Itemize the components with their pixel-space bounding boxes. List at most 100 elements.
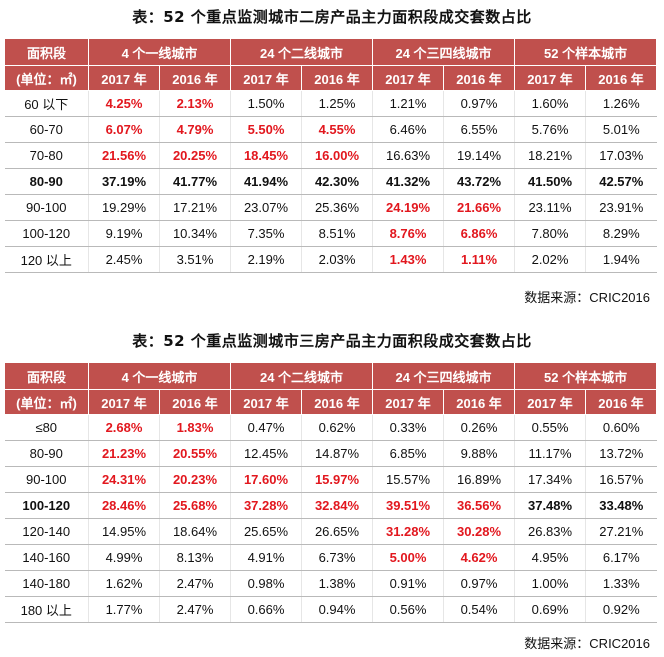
table-row: 80-90 21.23% 20.55% 12.45% 14.87% 6.85% 9.88% 1… — [4, 440, 657, 467]
table-cell: 0.92% — [585, 596, 657, 623]
table-cell: 16.57% — [585, 466, 657, 493]
table2-source: 数据来源：CRIC2016 — [524, 636, 650, 651]
table-cell: 1.00% — [514, 570, 586, 597]
table-cell: 6.85% — [372, 440, 444, 467]
row-label: ≤80 — [4, 414, 89, 441]
table-cell: 27.21% — [585, 518, 657, 545]
table-cell: 37.48% — [514, 492, 586, 519]
table-cell: 18.64% — [159, 518, 231, 545]
year-header: 2017 年 — [372, 389, 445, 415]
table-cell: 42.57% — [585, 168, 657, 195]
table-cell: 20.55% — [159, 440, 231, 467]
table-cell: 1.83% — [159, 414, 231, 441]
row-label: 60-70 — [4, 116, 89, 143]
table-cell: 3.51% — [159, 246, 231, 273]
table-cell: 1.62% — [88, 570, 160, 597]
row-label: 100-120 — [4, 492, 89, 519]
table-cell: 5.01% — [585, 116, 657, 143]
table-cell: 16.00% — [300, 142, 373, 169]
table-cell: 2.47% — [159, 596, 231, 623]
row-label: 60 以下 — [4, 90, 89, 117]
year-header: 2017 年 — [88, 65, 160, 91]
row-label: 80-90 — [4, 168, 89, 195]
table-cell: 1.21% — [372, 90, 444, 117]
table-cell: 20.25% — [159, 142, 231, 169]
table-cell: 0.97% — [443, 570, 515, 597]
table-cell: 37.28% — [230, 492, 302, 519]
group-header: 52 个样本城市 — [514, 38, 658, 66]
table-cell: 8.76% — [372, 220, 444, 247]
group-header: 24 个三四线城市 — [372, 38, 516, 66]
table-cell: 4.55% — [300, 116, 373, 143]
table-cell: 0.26% — [443, 414, 515, 441]
table-cell: 17.34% — [514, 466, 586, 493]
table-cell: 6.55% — [443, 116, 515, 143]
table-cell: 0.60% — [585, 414, 657, 441]
table-row: 90-100 24.31% 20.23% 17.60% 15.97% 15.57% 16.8… — [4, 466, 657, 493]
table-row: 60 以下 4.25% 2.13% 1.50% 1.25% 1.21% 0.97% 1.60%… — [4, 90, 657, 117]
table-cell: 2.13% — [159, 90, 231, 117]
table-cell: 0.55% — [514, 414, 586, 441]
table-cell: 2.03% — [300, 246, 373, 273]
table-cell: 9.88% — [443, 440, 515, 467]
table-cell: 12.45% — [230, 440, 302, 467]
table-cell: 4.25% — [88, 90, 160, 117]
header-unit: (单位：㎡) — [4, 65, 89, 91]
group-header: 24 个二线城市 — [229, 38, 374, 66]
table-cell: 2.47% — [159, 570, 231, 597]
table-cell: 5.50% — [230, 116, 302, 143]
table-cell: 31.28% — [372, 518, 444, 545]
table-cell: 1.26% — [585, 90, 657, 117]
year-header: 2016 年 — [159, 65, 231, 91]
group-header: 24 个二线城市 — [229, 362, 374, 390]
table-cell: 0.47% — [230, 414, 302, 441]
table-cell: 19.14% — [443, 142, 515, 169]
table-cell: 25.36% — [300, 194, 373, 221]
header-unit: (单位：㎡) — [4, 389, 89, 415]
table-cell: 0.54% — [443, 596, 515, 623]
year-header: 2016 年 — [300, 389, 374, 415]
table-row: 80-90 37.19% 41.77% 41.94% 42.30% 41.32% 43.72… — [4, 168, 657, 195]
table-cell: 4.95% — [514, 544, 586, 571]
group-header: 4 个一线城市 — [88, 38, 231, 66]
table-cell: 25.65% — [230, 518, 302, 545]
table-cell: 26.65% — [300, 518, 373, 545]
table-cell: 4.79% — [159, 116, 231, 143]
table-cell: 1.77% — [88, 596, 160, 623]
table-cell: 21.56% — [88, 142, 160, 169]
table-cell: 23.07% — [230, 194, 302, 221]
table-cell: 2.02% — [514, 246, 586, 273]
table-cell: 0.62% — [300, 414, 373, 441]
table-cell: 0.98% — [230, 570, 302, 597]
table-cell: 0.69% — [514, 596, 586, 623]
table-cell: 0.94% — [300, 596, 373, 623]
group-header: 4 个一线城市 — [88, 362, 231, 390]
table-cell: 4.62% — [443, 544, 515, 571]
table-cell: 13.72% — [585, 440, 657, 467]
table-row: 100-120 9.19% 10.34% 7.35% 8.51% 8.76% 6.86% 7.… — [4, 220, 657, 247]
table-cell: 41.50% — [514, 168, 586, 195]
table-cell: 16.89% — [443, 466, 515, 493]
table-cell: 37.19% — [88, 168, 160, 195]
table-row: 60-70 6.07% 4.79% 5.50% 4.55% 6.46% 6.55% 5.76%… — [4, 116, 657, 143]
year-header: 2016 年 — [585, 389, 658, 415]
table-cell: 42.30% — [300, 168, 373, 195]
table-cell: 6.86% — [443, 220, 515, 247]
year-header: 2016 年 — [159, 389, 231, 415]
table-row: ≤80 2.68% 1.83% 0.47% 0.62% 0.33% 0.26% 0.55% 0.… — [4, 414, 657, 441]
table-cell: 15.97% — [300, 466, 373, 493]
header-area: 面积段 — [4, 362, 89, 390]
table-cell: 41.32% — [372, 168, 444, 195]
table-cell: 8.13% — [159, 544, 231, 571]
table-cell: 41.77% — [159, 168, 231, 195]
table-cell: 6.17% — [585, 544, 657, 571]
table-cell: 1.11% — [443, 246, 515, 273]
year-header: 2016 年 — [300, 65, 374, 91]
table-cell: 1.43% — [372, 246, 444, 273]
table-cell: 14.95% — [88, 518, 160, 545]
table-cell: 9.19% — [88, 220, 160, 247]
table-cell: 0.56% — [372, 596, 444, 623]
table-row: 90-100 19.29% 17.21% 23.07% 25.36% 24.19% 21.6… — [4, 194, 657, 221]
year-header: 2017 年 — [514, 389, 587, 415]
table-cell: 7.80% — [514, 220, 586, 247]
